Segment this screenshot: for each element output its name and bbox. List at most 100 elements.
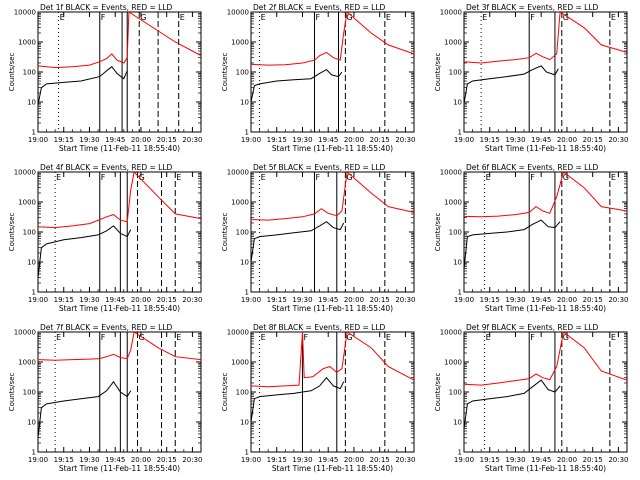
y-tick-label: 10	[453, 259, 462, 267]
x-tick-label: 20:00	[131, 136, 151, 144]
events-series-line	[38, 225, 132, 278]
y-tick-label: 1	[32, 449, 36, 457]
x-tick-label: 20:15	[157, 296, 177, 304]
events-series-line	[251, 376, 345, 423]
y-tick-label: 100	[449, 389, 462, 397]
x-tick-label: 20:15	[370, 296, 390, 304]
lld-series-line	[464, 172, 627, 218]
y-axis-label: Counts/sec	[434, 373, 442, 412]
events-series-line	[251, 221, 345, 263]
x-tick-label: 20:15	[157, 456, 177, 464]
y-tick-label: 10	[453, 99, 462, 107]
marker-label: E	[611, 173, 616, 182]
marker-label: G	[346, 13, 352, 22]
marker-label: E	[56, 173, 61, 182]
x-axis-label: Start Time (11-Feb-11 18:55:40)	[59, 464, 180, 473]
x-tick-label: 19:15	[480, 136, 500, 144]
x-tick-label: 19:45	[318, 456, 338, 464]
lld-series-line	[251, 12, 414, 66]
panel-det-7: Det 7f BLACK = Events, RED = LLD 1 10 100 10…	[8, 323, 203, 473]
x-tick-label: 20:30	[608, 296, 628, 304]
panel-det-5: Det 5f BLACK = Events, RED = LLD 1 10 100 10…	[221, 163, 416, 313]
events-series-line	[464, 219, 561, 269]
panel-title: Det 5f BLACK = Events, RED = LLD	[253, 163, 386, 172]
x-tick-label: 20:00	[557, 456, 577, 464]
x-tick-label: 20:30	[182, 456, 202, 464]
marker-label: F	[315, 173, 320, 182]
x-tick-label: 20:30	[395, 296, 415, 304]
marker-label: F	[303, 333, 308, 342]
y-tick-label: 1000	[231, 199, 249, 207]
x-tick-label: 19:15	[54, 136, 74, 144]
x-axis-label: Start Time (11-Feb-11 18:55:40)	[485, 304, 606, 313]
y-tick-label: 1	[32, 289, 36, 297]
marker-label: G	[140, 13, 146, 22]
x-tick-label: 19:30	[79, 136, 99, 144]
x-tick-label: 20:30	[395, 136, 415, 144]
marker-label: E	[386, 333, 391, 342]
x-tick-label: 20:30	[608, 136, 628, 144]
x-tick-label: 19:45	[105, 136, 125, 144]
y-tick-label: 100	[23, 69, 36, 77]
x-tick-label: 19:00	[241, 456, 261, 464]
marker-label: E	[486, 173, 491, 182]
x-tick-label: 19:30	[79, 296, 99, 304]
y-tick-label: 10	[453, 419, 462, 427]
y-tick-label: 10000	[227, 169, 249, 177]
panel-title: Det 3f BLACK = Events, RED = LLD	[466, 3, 599, 12]
x-tick-label: 20:00	[344, 136, 364, 144]
x-tick-label: 20:30	[182, 296, 202, 304]
x-tick-label: 20:00	[344, 456, 364, 464]
marker-label: E	[386, 173, 391, 182]
panel-det-9: Det 9f BLACK = Events, RED = LLD 1 10 100 10…	[434, 323, 629, 473]
x-tick-label: 19:45	[531, 296, 551, 304]
y-tick-label: 1	[245, 129, 249, 137]
x-tick-label: 19:00	[241, 136, 261, 144]
x-tick-label: 19:00	[454, 296, 474, 304]
x-tick-label: 19:15	[267, 136, 287, 144]
lld-series-line	[251, 332, 414, 388]
y-tick-label: 10	[27, 99, 36, 107]
x-tick-label: 20:00	[131, 296, 151, 304]
y-axis-label: Counts/sec	[434, 213, 442, 252]
x-tick-label: 19:00	[454, 456, 474, 464]
y-tick-label: 100	[449, 69, 462, 77]
y-tick-label: 10	[27, 259, 36, 267]
marker-label: E	[261, 13, 266, 22]
marker-label: G	[346, 333, 352, 342]
y-tick-label: 10	[240, 99, 249, 107]
panel-title: Det 7f BLACK = Events, RED = LLD	[40, 323, 173, 332]
x-tick-label: 19:00	[28, 136, 48, 144]
y-tick-label: 1000	[18, 199, 36, 207]
x-tick-label: 19:45	[531, 136, 551, 144]
panel-title: Det 2f BLACK = Events, RED = LLD	[253, 3, 386, 12]
marker-label: E	[56, 333, 61, 342]
marker-label: E	[176, 333, 181, 342]
x-axis-label: Start Time (11-Feb-11 18:55:40)	[59, 304, 180, 313]
lld-series-line	[251, 172, 414, 221]
x-tick-label: 19:45	[105, 456, 125, 464]
y-tick-label: 100	[449, 229, 462, 237]
y-tick-label: 1000	[444, 359, 462, 367]
y-tick-label: 1	[32, 129, 36, 137]
panel-det-6: Det 6f BLACK = Events, RED = LLD 1 10 100 10…	[434, 163, 629, 313]
marker-label: F	[315, 13, 320, 22]
x-tick-label: 19:15	[54, 296, 74, 304]
y-axis-label: Counts/sec	[221, 373, 229, 412]
y-tick-label: 10	[240, 419, 249, 427]
y-tick-label: 1	[458, 289, 462, 297]
y-tick-label: 10000	[14, 169, 36, 177]
x-tick-label: 19:30	[292, 456, 312, 464]
x-tick-label: 20:30	[182, 136, 202, 144]
marker-label: E	[611, 333, 616, 342]
x-tick-label: 19:00	[241, 296, 261, 304]
events-series-line	[464, 379, 561, 429]
x-tick-label: 19:30	[79, 456, 99, 464]
x-axis-label: Start Time (11-Feb-11 18:55:40)	[272, 304, 393, 313]
marker-label: E	[180, 13, 185, 22]
x-tick-label: 19:45	[318, 136, 338, 144]
x-tick-label: 20:15	[370, 136, 390, 144]
y-tick-label: 1000	[444, 199, 462, 207]
y-tick-label: 1	[245, 289, 249, 297]
y-tick-label: 100	[236, 389, 249, 397]
